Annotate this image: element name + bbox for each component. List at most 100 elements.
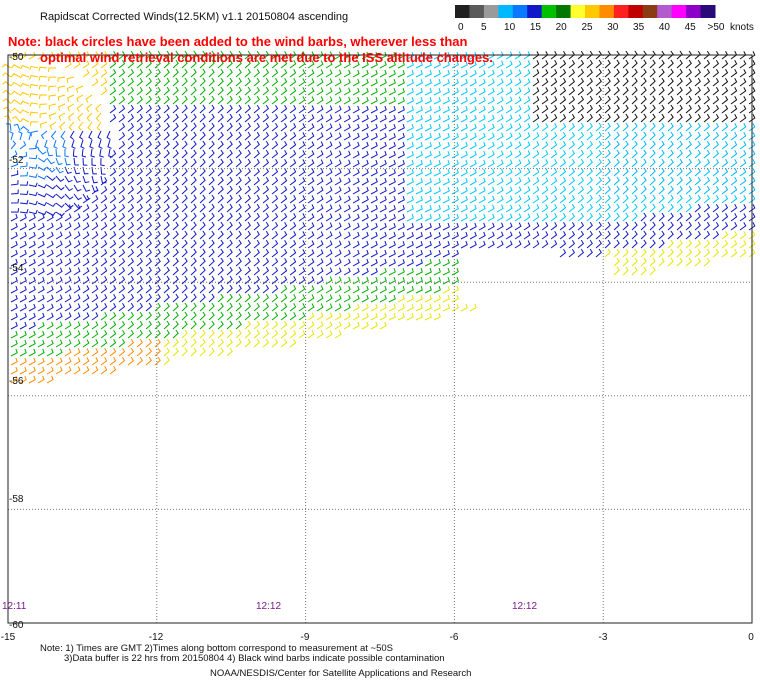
- wind-barb: [388, 303, 396, 312]
- wind-barb: [712, 230, 720, 240]
- wind-barb: [190, 194, 197, 204]
- wind-barb: [199, 284, 206, 294]
- wind-barb: [406, 69, 414, 78]
- wind-barb: [190, 185, 197, 195]
- wind-barb: [217, 122, 224, 132]
- wind-barb: [172, 221, 179, 231]
- wind-barb: [280, 312, 288, 321]
- wind-barb: [298, 78, 306, 87]
- wind-barb: [559, 95, 567, 105]
- wind-barb: [577, 185, 585, 195]
- wind-barb: [343, 249, 351, 258]
- wind-barb: [559, 131, 567, 141]
- time-label: 12:11: [2, 601, 27, 612]
- wind-barb: [217, 221, 224, 231]
- wind-barb: [127, 167, 135, 177]
- wind-barb: [100, 357, 108, 366]
- wind-barb: [676, 59, 683, 69]
- wind-barb: [64, 231, 72, 240]
- wind-barb: [388, 258, 396, 267]
- wind-barb: [244, 86, 251, 96]
- wind-barb: [136, 221, 143, 231]
- wind-barb: [190, 347, 197, 357]
- wind-barb: [361, 141, 369, 150]
- wind-barb: [343, 222, 351, 231]
- wind-barb: [118, 347, 126, 357]
- wind-barb: [379, 222, 387, 231]
- legend-swatch: [700, 5, 716, 18]
- wind-barb: [550, 159, 558, 168]
- wind-barb: [253, 221, 260, 231]
- wind-barb: [127, 320, 135, 330]
- wind-barb: [541, 105, 549, 114]
- wind-barb: [28, 231, 36, 240]
- wind-barb: [649, 50, 656, 60]
- wind-barb: [631, 77, 638, 87]
- wind-barb: [127, 185, 135, 195]
- wind-barb: [622, 239, 629, 249]
- wind-barb: [307, 276, 315, 285]
- wind-barb: [280, 195, 288, 204]
- wind-barb: [316, 114, 324, 123]
- wind-barb: [172, 203, 179, 213]
- wind-barb: [568, 104, 576, 114]
- wind-barb: [433, 186, 441, 195]
- wind-barb: [307, 123, 315, 132]
- wind-barb: [46, 285, 54, 294]
- wind-barb: [253, 86, 260, 96]
- wind-barb: [280, 339, 288, 348]
- wind-barb: [49, 121, 57, 130]
- wind-barb: [91, 213, 99, 222]
- wind-barb: [631, 113, 638, 123]
- wind-barb: [235, 113, 242, 123]
- wind-barb: [145, 122, 152, 132]
- wind-barb: [685, 176, 692, 186]
- wind-barb: [487, 60, 495, 69]
- wind-barb: [28, 348, 36, 357]
- wind-barb: [163, 302, 170, 312]
- wind-barb: [298, 204, 306, 213]
- wind-barb: [451, 285, 459, 294]
- wind-barb: [415, 123, 423, 132]
- wind-barb: [631, 158, 638, 168]
- wind-barb: [514, 105, 522, 114]
- wind-barb: [325, 330, 333, 339]
- wind-barb: [226, 293, 233, 303]
- wind-barb: [505, 213, 513, 222]
- wind-barb: [460, 177, 468, 186]
- wind-barb: [271, 203, 279, 213]
- wind-barb: [118, 248, 126, 258]
- wind-barb: [379, 114, 387, 123]
- wind-barb: [622, 176, 629, 186]
- wind-barb: [379, 204, 387, 213]
- wind-barb: [739, 213, 747, 222]
- wind-barb: [694, 140, 701, 150]
- wind-barb: [289, 285, 297, 294]
- wind-barb: [388, 177, 396, 186]
- wind-barb: [505, 159, 513, 168]
- wind-barb: [478, 159, 486, 168]
- wind-barb: [226, 149, 233, 159]
- wind-barb: [739, 204, 747, 213]
- wind-barb: [307, 213, 315, 222]
- wind-barb: [217, 149, 224, 159]
- wind-barb: [136, 140, 143, 150]
- wind-barb: [577, 158, 585, 168]
- wind-barb: [19, 199, 29, 205]
- wind-barb: [487, 105, 495, 114]
- wind-barb: [586, 95, 593, 105]
- wind-barb: [658, 203, 665, 213]
- wind-barb: [325, 96, 333, 105]
- wind-barb: [415, 276, 423, 285]
- wind-barb: [703, 104, 711, 114]
- wind-barb: [217, 266, 224, 276]
- wind-barb: [523, 231, 531, 240]
- wind-barb: [721, 203, 729, 213]
- wind-barb: [514, 204, 522, 213]
- wind-barb: [307, 321, 315, 330]
- wind-barb: [38, 94, 48, 99]
- x-tick-label: -9: [301, 632, 310, 643]
- wind-barb: [199, 122, 206, 132]
- wind-barb: [20, 82, 30, 88]
- wind-barb: [613, 59, 620, 69]
